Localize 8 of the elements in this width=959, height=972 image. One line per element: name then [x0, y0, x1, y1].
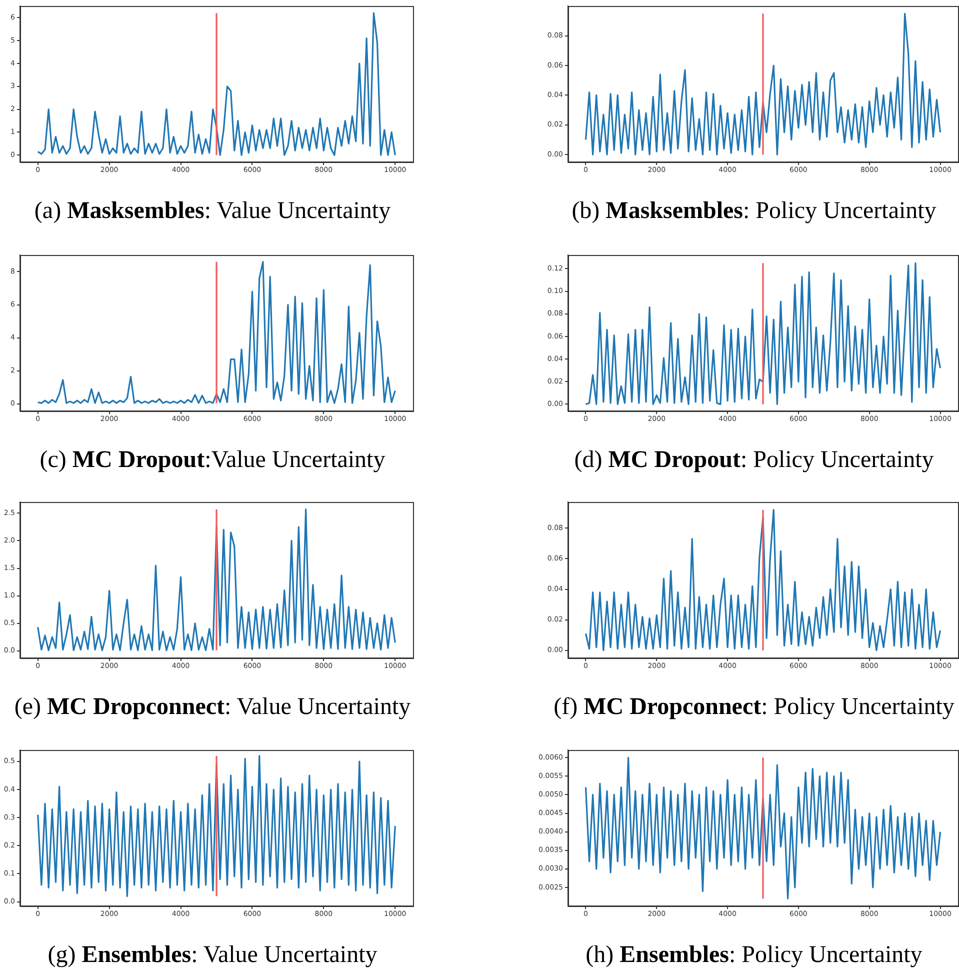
text: (e) MC Dropconnect: Value Uncertainty — [14, 694, 411, 720]
text: (c) MC Dropout:Value Uncertainty — [40, 447, 386, 473]
text: (a) Masksembles: Value Uncertainty — [34, 198, 391, 224]
text: (h) Ensembles: Policy Uncertainty — [586, 942, 922, 968]
text: (d) MC Dropout: Policy Uncertainty — [574, 447, 934, 473]
text: (f) MC Dropconnect: Policy Uncertainty — [554, 694, 954, 720]
text: (b) Masksembles: Policy Uncertainty — [572, 198, 936, 224]
text: (g) Ensembles: Value Uncertainty — [48, 942, 378, 968]
